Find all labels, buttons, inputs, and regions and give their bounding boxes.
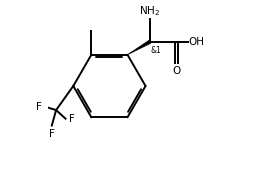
Text: OH: OH (189, 37, 205, 47)
Text: F: F (69, 114, 74, 124)
Text: &1: &1 (151, 46, 162, 55)
Text: F: F (49, 129, 55, 139)
Text: F: F (36, 102, 42, 112)
Text: NH$_2$: NH$_2$ (139, 4, 160, 18)
Text: O: O (172, 66, 180, 76)
Polygon shape (127, 40, 151, 55)
